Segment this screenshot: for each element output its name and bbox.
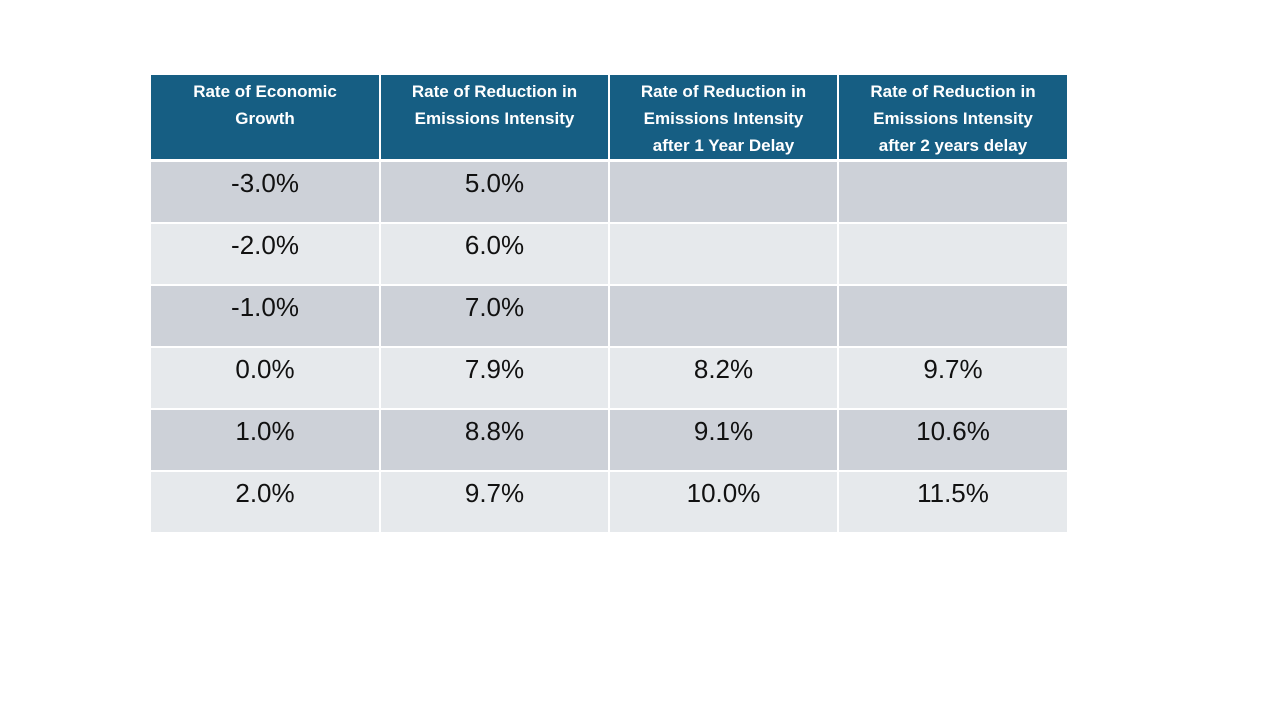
cell-reduction-2-years-delay: 11.5% [838,470,1067,534]
table-body: -3.0% 5.0% -2.0% 6.0% -1.0% 7.0% 0.0% 7.… [151,160,1067,534]
cell-reduction-1-year-delay: 8.2% [609,346,839,410]
header-reduction-1-year-delay: Rate of Reduction in Emissions Intensity… [609,75,839,162]
cell-reduction-1-year-delay: 9.1% [609,408,839,472]
cell-economic-growth: -1.0% [151,284,381,348]
header-reduction-2-years-delay: Rate of Reduction in Emissions Intensity… [838,75,1067,162]
cell-reduction-2-years-delay: 10.6% [838,408,1067,472]
cell-reduction-1-year-delay: 10.0% [609,470,839,534]
cell-reduction-2-years-delay [838,284,1067,348]
cell-economic-growth: 2.0% [151,470,381,534]
emissions-intensity-table: Rate of Economic Growth Rate of Reductio… [151,75,1067,534]
table-row: 1.0% 8.8% 9.1% 10.6% [151,408,1067,472]
table-row: 0.0% 7.9% 8.2% 9.7% [151,346,1067,410]
cell-reduction-1-year-delay [609,222,839,286]
table-row: -1.0% 7.0% [151,284,1067,348]
cell-economic-growth: 0.0% [151,346,381,410]
table-row: 2.0% 9.7% 10.0% 11.5% [151,470,1067,534]
table-row: -3.0% 5.0% [151,160,1067,224]
table-header: Rate of Economic Growth Rate of Reductio… [151,75,1067,162]
cell-reduction-intensity: 8.8% [380,408,610,472]
cell-reduction-2-years-delay [838,222,1067,286]
header-economic-growth: Rate of Economic Growth [151,75,381,162]
header-reduction-intensity: Rate of Reduction in Emissions Intensity [380,75,610,162]
header-row: Rate of Economic Growth Rate of Reductio… [151,75,1067,162]
cell-economic-growth: -3.0% [151,160,381,224]
cell-economic-growth: 1.0% [151,408,381,472]
cell-reduction-intensity: 5.0% [380,160,610,224]
cell-reduction-1-year-delay [609,284,839,348]
table-row: -2.0% 6.0% [151,222,1067,286]
cell-reduction-intensity: 6.0% [380,222,610,286]
cell-reduction-intensity: 9.7% [380,470,610,534]
cell-economic-growth: -2.0% [151,222,381,286]
cell-reduction-1-year-delay [609,160,839,224]
cell-reduction-2-years-delay [838,160,1067,224]
cell-reduction-intensity: 7.9% [380,346,610,410]
cell-reduction-2-years-delay: 9.7% [838,346,1067,410]
cell-reduction-intensity: 7.0% [380,284,610,348]
